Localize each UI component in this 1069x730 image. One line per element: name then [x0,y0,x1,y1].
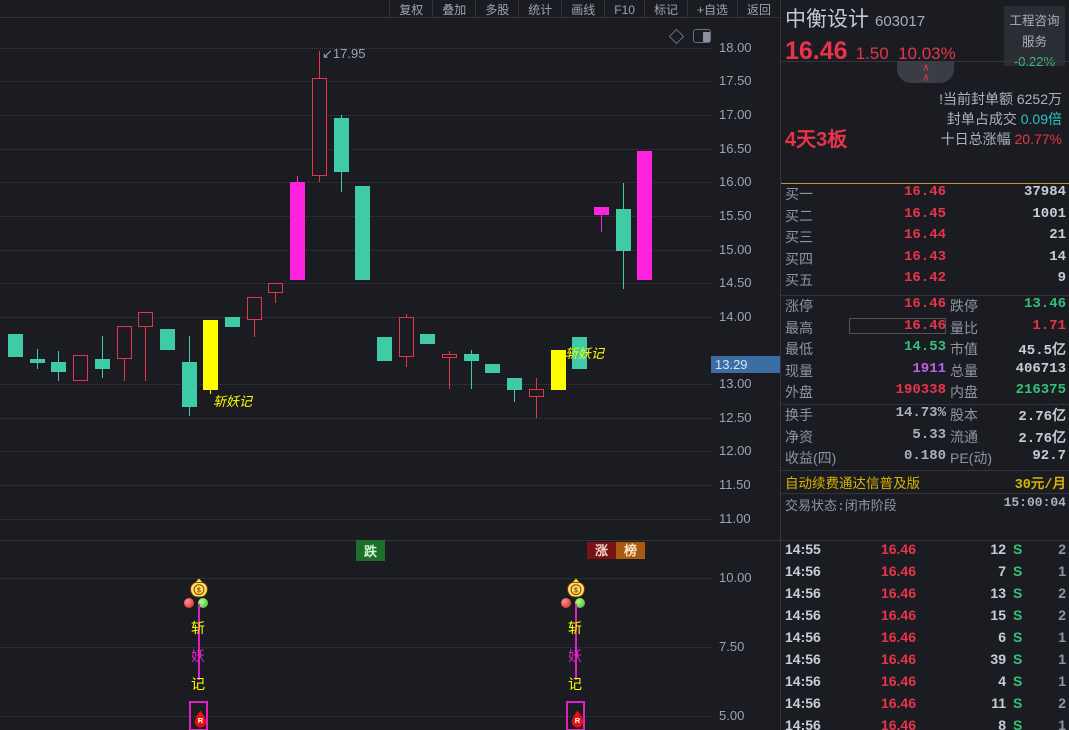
svg-text:R: R [575,716,581,725]
svg-text:R: R [198,716,204,725]
svg-text:$: $ [574,587,578,594]
svg-text:$: $ [197,587,201,594]
